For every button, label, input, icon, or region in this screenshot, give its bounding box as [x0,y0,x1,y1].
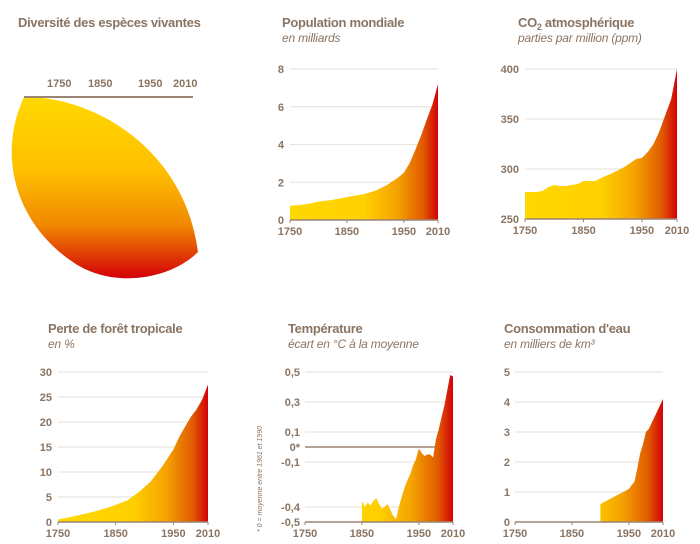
x-tick-label: 2010 [651,528,675,540]
x-tick-label: 1850 [103,528,127,540]
area-series [600,399,663,522]
chart-title: Consommation d'eau [504,321,631,336]
y-tick-label: 0* [290,442,301,454]
x-tick-label: 1950 [617,528,641,540]
y-tick-label: 0 [278,215,284,227]
x-tick-label: 1950 [138,78,162,90]
chart-subtitle: en milliards [282,31,340,45]
y-tick-label: -0,5 [281,517,300,529]
x-tick-label: 2010 [665,225,689,237]
x-tick-label: 1950 [161,528,185,540]
area-series [58,384,208,522]
x-tick-label: 1750 [46,528,70,540]
y-tick-label: 8 [278,64,284,76]
y-tick-label: 5 [504,367,510,379]
y-tick-label: 4 [278,140,285,152]
y-tick-label: 30 [40,367,52,379]
x-tick-label: 2010 [426,226,450,238]
x-tick-label: 1950 [407,528,431,540]
chart-title: Population mondiale [282,15,404,30]
y-tick-label: 0 [504,517,510,529]
chart-title: CO2 atmosphérique [518,15,634,32]
y-tick-label: 1 [504,487,510,499]
y-tick-label: 2 [504,457,510,469]
y-tick-label: 6 [278,102,284,114]
area-series [290,84,438,220]
y-tick-label: 2 [278,177,284,189]
area-series [525,69,677,219]
y-tick-label: 4 [504,397,511,409]
y-tick-label: 0,1 [285,427,300,439]
y-tick-label: 3 [504,427,510,439]
biodiversity-shape [11,96,198,279]
x-tick-label: 1850 [560,528,584,540]
y-tick-label: 20 [40,417,52,429]
y-tick-label: 25 [40,392,52,404]
chart-title: Perte de forêt tropicale [48,321,182,336]
chart-biodiversity: Diversité des espèces vivantes 1750 1850… [11,15,201,279]
x-tick-label: 1750 [503,528,527,540]
chart-subtitle: en milliers de km³ [504,337,596,351]
title-subscript: 2 [537,22,542,32]
y-tick-label: 400 [501,64,519,76]
x-tick-label: 1750 [278,226,302,238]
y-tick-label: 350 [501,114,519,126]
y-tick-label: 15 [40,442,52,454]
y-tick-label: -0,1 [281,457,300,469]
area-series [361,375,453,522]
footnote: * 0 = moyenne entre 1961 et 1990 [257,426,264,532]
y-tick-label: 0,5 [285,367,300,379]
y-tick-label: 300 [501,164,519,176]
y-tick-label: 10 [40,467,52,479]
x-tick-label: 1850 [350,528,374,540]
x-tick-label: 2010 [441,528,465,540]
x-tick-label: 2010 [196,528,220,540]
y-tick-label: 250 [501,214,519,226]
y-tick-label: -0,4 [281,502,301,514]
y-tick-label: 0,3 [285,397,300,409]
x-tick-label: 2010 [173,78,197,90]
x-tick-label: 1850 [335,226,359,238]
x-tick-label: 1950 [392,226,416,238]
chart-title: Diversité des espèces vivantes [18,15,201,30]
x-tick-label: 1850 [88,78,112,90]
chart-subtitle: écart en °C à la moyenne [288,337,419,351]
x-tick-label: 1750 [293,528,317,540]
chart-title: Température [288,321,363,336]
x-tick-label: 1850 [571,225,595,237]
x-tick-label: 1750 [513,225,537,237]
x-tick-label: 1750 [47,78,71,90]
title-text: CO [518,15,537,30]
chart-subtitle: en % [48,337,75,351]
y-tick-label: 5 [46,492,52,504]
y-tick-label: 0 [46,517,52,529]
chart-subtitle: parties par million (ppm) [517,31,642,45]
title-text: atmosphérique [542,15,635,30]
x-tick-label: 1950 [630,225,654,237]
